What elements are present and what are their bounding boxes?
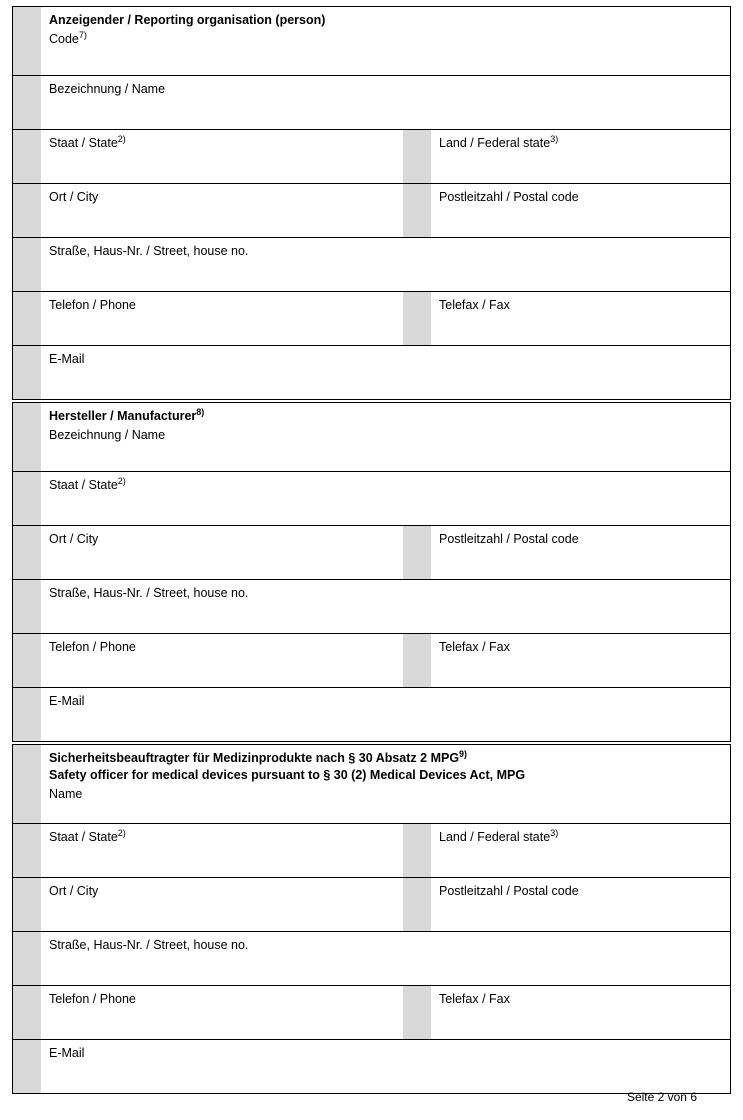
field-postal[interactable]: Postleitzahl / Postal code — [431, 184, 730, 237]
row-stub — [13, 526, 41, 579]
row-stub — [13, 688, 41, 741]
row-stub — [13, 346, 41, 399]
name-label: Name — [49, 786, 722, 803]
row-stub — [13, 184, 41, 237]
field-fax[interactable]: Telefax / Fax — [431, 292, 730, 345]
row-stub — [13, 1040, 41, 1093]
field-fax[interactable]: Telefax / Fax — [431, 634, 730, 687]
row-stub — [13, 472, 41, 525]
code-label: Code7) — [49, 31, 722, 48]
row-email: E-Mail — [13, 687, 730, 741]
field-federal[interactable]: Land / Federal state3) — [431, 130, 730, 183]
field-phone[interactable]: Telefon / Phone — [41, 986, 403, 1039]
row-stub — [13, 130, 41, 183]
row-stub — [13, 7, 41, 75]
row-header: Hersteller / Manufacturer8) Bezeichnung … — [13, 403, 730, 471]
field-fax[interactable]: Telefax / Fax — [431, 986, 730, 1039]
field-city[interactable]: Ort / City — [41, 184, 403, 237]
field-code[interactable]: Anzeigender / Reporting organisation (pe… — [41, 7, 730, 75]
row-stub — [13, 986, 41, 1039]
row-stub-mid — [403, 130, 431, 183]
row-phone-fax: Telefon / Phone Telefax / Fax — [13, 633, 730, 687]
field-city[interactable]: Ort / City — [41, 878, 403, 931]
row-state-federal: Staat / State2) Land / Federal state3) — [13, 129, 730, 183]
field-street[interactable]: Straße, Haus-Nr. / Street, house no. — [41, 238, 730, 291]
row-stub-mid — [403, 634, 431, 687]
row-street: Straße, Haus-Nr. / Street, house no. — [13, 579, 730, 633]
row-stub — [13, 634, 41, 687]
row-stub-mid — [403, 878, 431, 931]
row-stub — [13, 76, 41, 129]
field-street[interactable]: Straße, Haus-Nr. / Street, house no. — [41, 932, 730, 985]
row-state: Staat / State2) — [13, 471, 730, 525]
row-city-postal: Ort / City Postleitzahl / Postal code — [13, 525, 730, 579]
row-city-postal: Ort / City Postleitzahl / Postal code — [13, 183, 730, 237]
row-phone-fax: Telefon / Phone Telefax / Fax — [13, 985, 730, 1039]
row-stub — [13, 238, 41, 291]
section-manufacturer: Hersteller / Manufacturer8) Bezeichnung … — [12, 402, 731, 742]
field-postal[interactable]: Postleitzahl / Postal code — [431, 526, 730, 579]
row-stub — [13, 878, 41, 931]
field-email[interactable]: E-Mail — [41, 346, 730, 399]
field-phone[interactable]: Telefon / Phone — [41, 634, 403, 687]
row-stub — [13, 580, 41, 633]
field-name[interactable]: Bezeichnung / Name — [41, 76, 730, 129]
field-name[interactable]: Hersteller / Manufacturer8) Bezeichnung … — [41, 403, 730, 471]
header-label-en: Safety officer for medical devices pursu… — [49, 768, 525, 782]
field-street[interactable]: Straße, Haus-Nr. / Street, house no. — [41, 580, 730, 633]
field-state[interactable]: Staat / State2) — [41, 824, 403, 877]
field-email[interactable]: E-Mail — [41, 688, 730, 741]
row-stub — [13, 292, 41, 345]
row-stub — [13, 932, 41, 985]
header-label: Anzeigender / Reporting organisation (pe… — [49, 13, 325, 27]
row-stub-mid — [403, 292, 431, 345]
field-email[interactable]: E-Mail — [41, 1040, 730, 1093]
field-postal[interactable]: Postleitzahl / Postal code — [431, 878, 730, 931]
row-stub-mid — [403, 526, 431, 579]
row-city-postal: Ort / City Postleitzahl / Postal code — [13, 877, 730, 931]
field-city[interactable]: Ort / City — [41, 526, 403, 579]
field-federal[interactable]: Land / Federal state3) — [431, 824, 730, 877]
field-state[interactable]: Staat / State2) — [41, 472, 730, 525]
row-stub-mid — [403, 824, 431, 877]
row-stub — [13, 403, 41, 471]
field-state[interactable]: Staat / State2) — [41, 130, 403, 183]
row-header: Anzeigender / Reporting organisation (pe… — [13, 7, 730, 75]
row-email: E-Mail — [13, 1039, 730, 1093]
name-label: Bezeichnung / Name — [49, 427, 722, 444]
field-name[interactable]: Sicherheitsbeauftragter für Medizinprodu… — [41, 745, 730, 823]
row-stub-mid — [403, 184, 431, 237]
page-number: Seite 2 von 6 — [627, 1090, 697, 1104]
section-safety-officer: Sicherheitsbeauftragter für Medizinprodu… — [12, 744, 731, 1094]
row-stub — [13, 745, 41, 823]
row-header: Sicherheitsbeauftragter für Medizinprodu… — [13, 745, 730, 823]
row-state-federal: Staat / State2) Land / Federal state3) — [13, 823, 730, 877]
header-label-de: Sicherheitsbeauftragter für Medizinprodu… — [49, 751, 467, 765]
row-email: E-Mail — [13, 345, 730, 399]
row-stub — [13, 824, 41, 877]
row-stub-mid — [403, 986, 431, 1039]
row-street: Straße, Haus-Nr. / Street, house no. — [13, 237, 730, 291]
section-reporting-org: Anzeigender / Reporting organisation (pe… — [12, 6, 731, 400]
row-name: Bezeichnung / Name — [13, 75, 730, 129]
row-street: Straße, Haus-Nr. / Street, house no. — [13, 931, 730, 985]
header-label: Hersteller / Manufacturer8) — [49, 409, 204, 423]
row-phone-fax: Telefon / Phone Telefax / Fax — [13, 291, 730, 345]
field-phone[interactable]: Telefon / Phone — [41, 292, 403, 345]
